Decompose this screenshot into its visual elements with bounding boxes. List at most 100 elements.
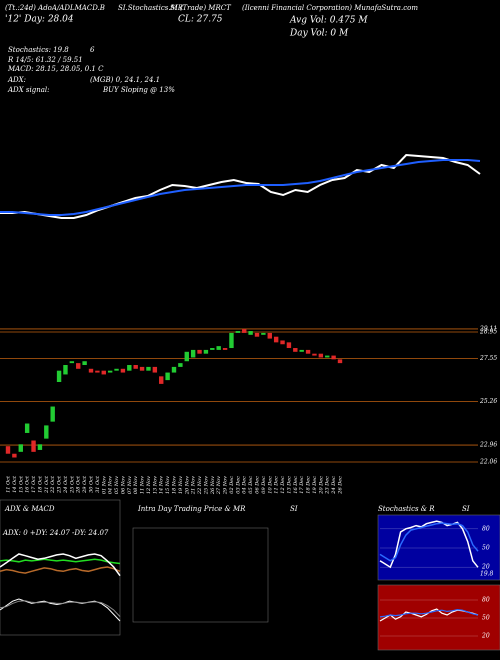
- x-tick-label: 14 Oct: [12, 475, 18, 493]
- x-tick-label: 05 Dec: [248, 476, 254, 494]
- series-line: [379, 522, 479, 562]
- series-line: [0, 566, 121, 574]
- x-tick-label: 24 Dec: [331, 476, 337, 495]
- candle: [37, 444, 43, 450]
- candle: [197, 349, 202, 354]
- candle: [184, 351, 189, 362]
- x-tick-label: 20 Nov: [184, 476, 190, 495]
- x-tick-label: 04 Dec: [242, 476, 248, 494]
- adx-text: ADX:: [7, 76, 26, 84]
- candle: [312, 353, 317, 356]
- x-tick-label: 30 Oct: [89, 475, 95, 493]
- candle: [280, 340, 285, 345]
- candle: [133, 365, 138, 369]
- x-tick-label: 15 Oct: [18, 475, 24, 493]
- candle: [222, 348, 228, 350]
- y-tick-label: 50: [482, 615, 490, 622]
- candle: [44, 425, 49, 439]
- candle: [216, 346, 221, 350]
- x-tick-label: 11 Nov: [140, 476, 146, 494]
- candle: [299, 349, 304, 352]
- x-tick-label: 05 Nov: [114, 476, 120, 494]
- rsi-text: R 14/5: 61.32 / 59.51: [7, 56, 83, 64]
- series-line: [0, 598, 121, 622]
- candle: [139, 366, 145, 371]
- candle: [107, 370, 113, 373]
- x-tick-label: 25 Nov: [203, 476, 209, 495]
- x-tick-label: 21 Oct: [44, 475, 50, 494]
- x-tick-label: 29 Nov: [223, 476, 229, 495]
- series-line: [0, 159, 481, 216]
- candle: [171, 366, 177, 373]
- y-tick-label: 22.06: [479, 459, 497, 466]
- panel-subtitle: ADX: 0 +DY: 24.07 -DY: 24.07: [2, 529, 109, 537]
- x-tick-label: 11 Dec: [274, 476, 280, 494]
- x-tick-label: 23 Dec: [325, 476, 331, 495]
- x-tick-label: 03 Dec: [235, 476, 241, 494]
- y-tick-label: 50: [482, 545, 490, 552]
- x-tick-label: 08 Nov: [133, 476, 139, 494]
- x-tick-label: 28 Oct: [76, 475, 82, 494]
- candle: [12, 453, 17, 458]
- panel: [132, 527, 269, 623]
- y-tick-label: 80: [482, 597, 490, 604]
- x-tick-label: 26 Nov: [210, 476, 216, 495]
- candle: [101, 370, 106, 375]
- series-line: [0, 153, 481, 219]
- x-tick-label: 07 Nov: [127, 476, 133, 494]
- x-tick-label: 17 Oct: [31, 475, 37, 493]
- y-tick-label: 80: [482, 525, 490, 532]
- candle: [318, 353, 324, 358]
- y-tick-label: 22.96: [479, 442, 497, 449]
- series-line: [0, 558, 121, 565]
- x-tick-label: 10 Dec: [267, 476, 273, 494]
- candle: [242, 329, 247, 333]
- x-tick-label: 11 Oct: [6, 475, 12, 493]
- candle: [63, 365, 68, 375]
- day-text: '12' Day: 28.04: [5, 15, 74, 25]
- candle: [261, 332, 266, 335]
- candle: [95, 370, 100, 373]
- stoch-text: Stochastics: 19.8: [8, 46, 69, 54]
- candle: [178, 363, 183, 367]
- candle: [273, 336, 279, 343]
- x-tick-label: 21 Nov: [191, 476, 197, 495]
- x-tick-label: 14 Nov: [159, 476, 165, 494]
- stoch-text: 6: [90, 46, 95, 54]
- adx-text: (MGB) 0, 24.1, 24.1: [90, 76, 160, 84]
- x-tick-label: 27 Nov: [216, 476, 222, 495]
- candle: [331, 355, 336, 360]
- x-tick-label: 26 Dec: [338, 476, 344, 495]
- panel: [377, 514, 500, 581]
- macd-text: MACD: 28.15, 28.05, 0.1 C: [7, 65, 104, 73]
- y-tick-label: 29.11: [479, 325, 497, 332]
- avg-vol: Avg Vol: 0.475 M: [289, 16, 368, 26]
- x-tick-label: 29 Oct: [82, 475, 88, 494]
- candle: [69, 361, 75, 364]
- candle: [82, 361, 87, 366]
- x-tick-label: 18 Nov: [172, 476, 178, 494]
- candle: [56, 370, 62, 382]
- x-tick-label: 19 Dec: [312, 476, 318, 494]
- candle: [248, 331, 253, 335]
- header-text: (Tt.:24d) AdoA/ADLMACD.B: [5, 4, 105, 12]
- candle: [337, 359, 343, 364]
- header-text: SI (Trade) MRCT: [170, 4, 232, 12]
- y-tick-label: 28.95: [479, 328, 497, 335]
- header-text: SI.Stochastics.MR: [118, 4, 184, 12]
- candle: [267, 332, 272, 339]
- y-tick-label: 20: [481, 633, 490, 640]
- candle: [159, 376, 164, 384]
- x-tick-label: 17 Dec: [299, 476, 305, 494]
- x-tick-label: 15 Nov: [165, 476, 171, 494]
- candle: [31, 440, 36, 452]
- last-label: 19.8: [480, 571, 494, 578]
- panel-title: ADX & MACD: [4, 505, 55, 513]
- series-line: [379, 520, 479, 569]
- x-tick-label: 22 Oct: [50, 475, 56, 494]
- candle: [24, 423, 30, 433]
- x-tick-label: 20 Dec: [318, 476, 324, 495]
- candle: [235, 331, 241, 333]
- y-tick-label: 25.26: [479, 398, 497, 405]
